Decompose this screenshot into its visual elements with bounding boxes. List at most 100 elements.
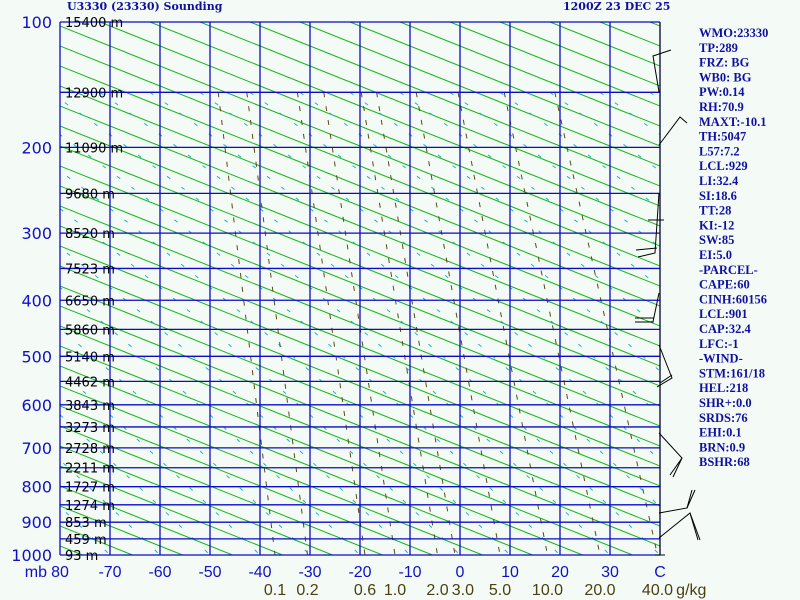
dry-adiabat-line bbox=[60, 85, 660, 327]
stat-line: WB0: BG bbox=[699, 70, 752, 84]
height-label: 12900 m bbox=[65, 86, 123, 101]
height-label: 459 m bbox=[65, 533, 107, 548]
mixing-ratio-line bbox=[376, 92, 456, 555]
moist-adiabat-line bbox=[60, 134, 561, 555]
temperature-tick-label: -60 bbox=[148, 564, 171, 581]
wind-barb bbox=[637, 192, 660, 258]
stat-line: L57:7.2 bbox=[699, 144, 740, 158]
dry-adiabat-line bbox=[349, 22, 660, 147]
mixing-ratio-label: 10.0 bbox=[532, 582, 563, 599]
wind-barb bbox=[686, 489, 696, 509]
wind-barbs bbox=[635, 22, 701, 556]
dry-adiabat-line bbox=[60, 185, 660, 427]
mixing-ratio-unit: g/kg bbox=[676, 582, 706, 599]
pressure-tick-label: 1000 bbox=[11, 546, 52, 565]
wind-barb bbox=[658, 512, 699, 541]
stat-line: EI:5.0 bbox=[699, 248, 732, 262]
temperature-tick-label: -30 bbox=[298, 564, 321, 581]
pressure-tick-label: 900 bbox=[21, 513, 52, 532]
dry-adiabat-line bbox=[60, 125, 660, 367]
dry-adiabat-line bbox=[399, 22, 660, 127]
wind-barb bbox=[689, 512, 701, 541]
temperature-tick-label: -40 bbox=[248, 564, 271, 581]
mixing-ratio-line bbox=[217, 92, 276, 555]
dry-adiabat-line bbox=[60, 225, 660, 467]
height-label: 5140 m bbox=[65, 350, 115, 365]
temperature-tick-label: 0 bbox=[456, 564, 465, 581]
moist-adiabat-line bbox=[149, 91, 660, 508]
dry-adiabat-line bbox=[0, 22, 33, 555]
stat-line: MAXT:-10.1 bbox=[699, 115, 766, 129]
wind-barb bbox=[635, 292, 660, 323]
moist-adiabat-line bbox=[199, 91, 660, 461]
stat-line: WMO:23330 bbox=[699, 26, 768, 40]
moist-adiabat-line bbox=[60, 286, 361, 555]
stat-line: SHR+:0.0 bbox=[699, 396, 752, 410]
stat-line: -PARCEL- bbox=[699, 263, 758, 277]
height-label: 1727 m bbox=[65, 481, 115, 496]
pressure-tick-label: 100 bbox=[21, 13, 52, 32]
wind-barb bbox=[635, 247, 658, 251]
stat-line: LFC:-1 bbox=[699, 337, 739, 351]
stat-line: FRZ: BG bbox=[699, 56, 750, 70]
wind-barb bbox=[672, 457, 683, 478]
height-label: 6650 m bbox=[65, 294, 115, 309]
moist-adiabat-line bbox=[0, 92, 10, 555]
chart-title: U3330 (23330) Sounding bbox=[67, 0, 223, 13]
stat-line: KI:-12 bbox=[699, 218, 734, 232]
mixing-ratio-line bbox=[554, 92, 658, 555]
height-label: 853 m bbox=[65, 516, 107, 531]
moist-adiabat-line bbox=[549, 91, 660, 172]
stat-line: EHI:0.1 bbox=[699, 426, 742, 440]
temperature-tick-label: 30 bbox=[601, 564, 619, 581]
temperature-tick-label: 80 bbox=[51, 564, 69, 581]
pressure-tick-label: 200 bbox=[21, 138, 52, 157]
stat-line: PW:0.14 bbox=[699, 85, 745, 99]
dry-adiabat-line bbox=[60, 105, 660, 347]
stat-line: CINH:60156 bbox=[699, 292, 767, 306]
dry-adiabat-line bbox=[60, 25, 660, 267]
stat-line: RH:70.9 bbox=[699, 100, 744, 114]
chart-time: 1200Z 23 DEC 25 bbox=[563, 0, 670, 13]
mixing-ratio-label: 0.1 bbox=[264, 582, 286, 599]
temperature-tick-label: -50 bbox=[198, 564, 221, 581]
mixing-ratio-label: 0.6 bbox=[354, 582, 376, 599]
stat-line: LCL:901 bbox=[699, 307, 748, 321]
stat-line: CAPE:60 bbox=[699, 278, 750, 292]
temperature-tick-label: 10 bbox=[501, 564, 519, 581]
stat-line: BRN:0.9 bbox=[699, 440, 745, 454]
mixing-ratio-label: 20.0 bbox=[584, 582, 615, 599]
height-label: 9680 m bbox=[65, 187, 115, 202]
height-label: 15400 m bbox=[65, 16, 123, 31]
height-label: 3843 m bbox=[65, 399, 115, 414]
dry-adiabat-line bbox=[549, 22, 660, 67]
pressure-tick-label: 800 bbox=[21, 478, 52, 497]
pressure-tick-label: 300 bbox=[21, 224, 52, 243]
dry-adiabat-line bbox=[99, 22, 660, 247]
dry-adiabat-line bbox=[60, 205, 660, 447]
dry-adiabat-line bbox=[299, 22, 660, 167]
stat-line: SI:18.6 bbox=[699, 189, 737, 203]
temperature-tick-label: C bbox=[654, 564, 666, 581]
wind-barb bbox=[659, 374, 673, 384]
dry-adiabat-line bbox=[60, 145, 660, 387]
height-label: 1274 m bbox=[65, 499, 115, 514]
mixing-ratio-label: 5.0 bbox=[489, 582, 511, 599]
moist-adiabat-line bbox=[60, 170, 511, 555]
height-label: 4462 m bbox=[65, 375, 115, 390]
moist-adiabat-line bbox=[349, 91, 660, 330]
wind-barb bbox=[656, 344, 673, 388]
stat-line: -WIND- bbox=[699, 352, 743, 366]
stat-line: HEL:218 bbox=[699, 381, 748, 395]
moist-adiabat-line bbox=[60, 208, 461, 555]
stat-line: TP:289 bbox=[699, 41, 738, 55]
dry-adiabat-line bbox=[199, 22, 660, 207]
height-label: 3273 m bbox=[65, 421, 115, 436]
pressure-tick-label: 500 bbox=[21, 347, 52, 366]
height-label: 2728 m bbox=[65, 442, 115, 457]
stat-line: SRDS:76 bbox=[699, 411, 748, 425]
wind-barb bbox=[658, 489, 693, 514]
mixing-ratio-label: 3.0 bbox=[452, 582, 474, 599]
